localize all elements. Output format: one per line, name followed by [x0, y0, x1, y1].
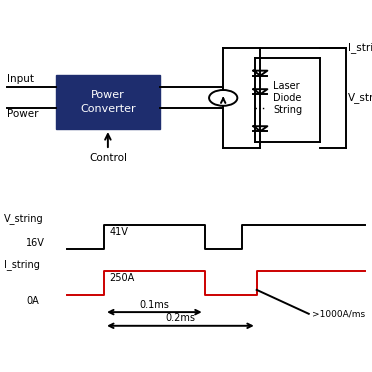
Text: >1000A/ms: >1000A/ms [312, 310, 366, 318]
Text: 250A: 250A [110, 273, 135, 283]
Text: Laser
Diode
String: Laser Diode String [273, 80, 302, 115]
Text: 16V: 16V [26, 238, 45, 248]
Text: 0A: 0A [26, 296, 39, 306]
Text: I_string: I_string [348, 42, 372, 53]
Text: V_string: V_string [348, 93, 372, 103]
Text: I_string: I_string [4, 259, 39, 270]
Text: 0.1ms: 0.1ms [140, 299, 169, 310]
Text: Power
Converter: Power Converter [80, 90, 136, 114]
Text: 41V: 41V [110, 227, 129, 237]
Bar [56, 75, 160, 129]
Text: Control: Control [89, 153, 127, 163]
Text: 0.2ms: 0.2ms [166, 313, 195, 323]
Text: Power: Power [7, 109, 39, 119]
Text: Input: Input [7, 74, 35, 84]
Text: V_string: V_string [4, 213, 44, 224]
